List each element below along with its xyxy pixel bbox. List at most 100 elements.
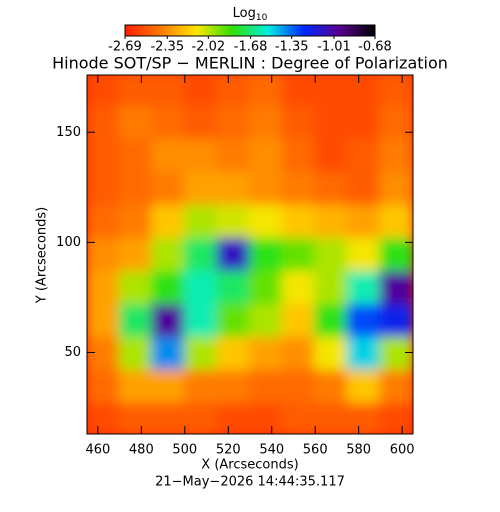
heatmap-cell [379,202,413,238]
heatmap-cell [118,169,154,205]
colorbar-tick-label: -1.01 [317,40,351,55]
heatmap [87,75,413,434]
heatmap-cell [183,75,219,106]
colorbar-label-main: Log [233,6,256,21]
heatmap-cell [314,136,349,172]
x-tick-label: 560 [303,443,328,458]
heatmap-cell [346,136,382,172]
heatmap-cell [216,235,251,271]
heatmap-cell [281,301,317,337]
heatmap-cell [118,202,154,238]
heatmap-cell [151,334,186,371]
heatmap-cell [314,368,349,404]
heatmap-cell [118,268,154,304]
heatmap-cell [379,136,413,172]
heatmap-cell [87,202,121,238]
heatmap-cell [216,75,251,106]
heatmap-cell [346,103,382,139]
heatmap-cell [151,103,186,139]
colorbar-label-sub: 10 [256,13,268,23]
heatmap-cell [346,268,382,304]
heatmap-cell [87,103,121,139]
heatmap-cell [281,235,317,271]
y-tick-label: 50 [64,345,81,360]
heatmap-cell [281,169,317,205]
heatmap-cell [151,235,186,271]
heatmap-cell [151,75,186,106]
heatmap-cell [346,301,382,337]
heatmap-cell [281,401,317,434]
heatmap-cell [379,169,413,205]
heatmap-cell [249,202,284,238]
x-tick-label: 500 [172,443,197,458]
chart-title: Hinode SOT/SP − MERLIN : Degree of Polar… [52,54,448,73]
heatmap-cell [87,136,121,172]
x-tick-label: 460 [85,443,110,458]
heatmap-cell [183,334,219,371]
heatmap-cell [249,301,284,337]
heatmap-cell [183,268,219,304]
heatmap-cell [249,401,284,434]
heatmap-cell [346,169,382,205]
footer: 21−May−2026 14:44:35.117 [155,475,345,490]
heatmap-cell [379,235,413,271]
colorbar-label: Log10 [233,6,268,23]
heatmap-cell [314,268,349,304]
heatmap-cell [314,401,349,434]
heatmap-cell [216,136,251,172]
heatmap-cell [281,334,317,371]
heatmap-cell [281,103,317,139]
heatmap-cell [249,334,284,371]
heatmap-cell [346,202,382,238]
heatmap-cell [216,301,251,337]
heatmap-cell [183,301,219,337]
heatmap-cell [346,235,382,271]
heatmap-cell [87,268,121,304]
heatmap-cell [118,103,154,139]
heatmap-cell [151,301,186,337]
heatmap-cell [346,334,382,371]
heatmap-cell [314,75,349,106]
heatmap-cell [118,136,154,172]
heatmap-cell [87,401,121,434]
colorbar [124,24,376,37]
heatmap-cell [183,202,219,238]
colorbar-tick-label: -2.02 [192,40,226,55]
heatmap-cell [249,136,284,172]
plot-frame [86,74,414,435]
heatmap-cell [151,401,186,434]
heatmap-cell [151,169,186,205]
heatmap-cell [183,169,219,205]
heatmap-cell [151,136,186,172]
x-tick-label: 540 [259,443,284,458]
colorbar-tick-label: -0.68 [358,40,392,55]
y-tick-label: 100 [56,235,81,250]
heatmap-cell [151,268,186,304]
heatmap-cell [249,169,284,205]
heatmap-cell [87,75,121,106]
heatmap-cell [249,268,284,304]
heatmap-cell [87,169,121,205]
heatmap-cell [379,368,413,404]
heatmap-cell [151,202,186,238]
heatmap-cells [87,75,413,434]
heatmap-cell [314,301,349,337]
heatmap-cell [249,103,284,139]
heatmap-cell [183,235,219,271]
heatmap-cell [249,235,284,271]
heatmap-cell [249,75,284,106]
colorbar-tick-label: -2.35 [150,40,184,55]
x-axis-title: X (Arcseconds) [201,458,298,473]
x-tick-label: 600 [390,443,415,458]
heatmap-cell [379,268,413,304]
heatmap-cell [379,301,413,337]
heatmap-cell [183,401,219,434]
heatmap-cell [379,75,413,106]
y-tick-label: 150 [56,125,81,140]
heatmap-cell [216,368,251,404]
heatmap-cell [87,301,121,337]
x-tick-label: 480 [129,443,154,458]
colorbar-tick-label: -1.68 [234,40,268,55]
heatmap-cell [346,368,382,404]
